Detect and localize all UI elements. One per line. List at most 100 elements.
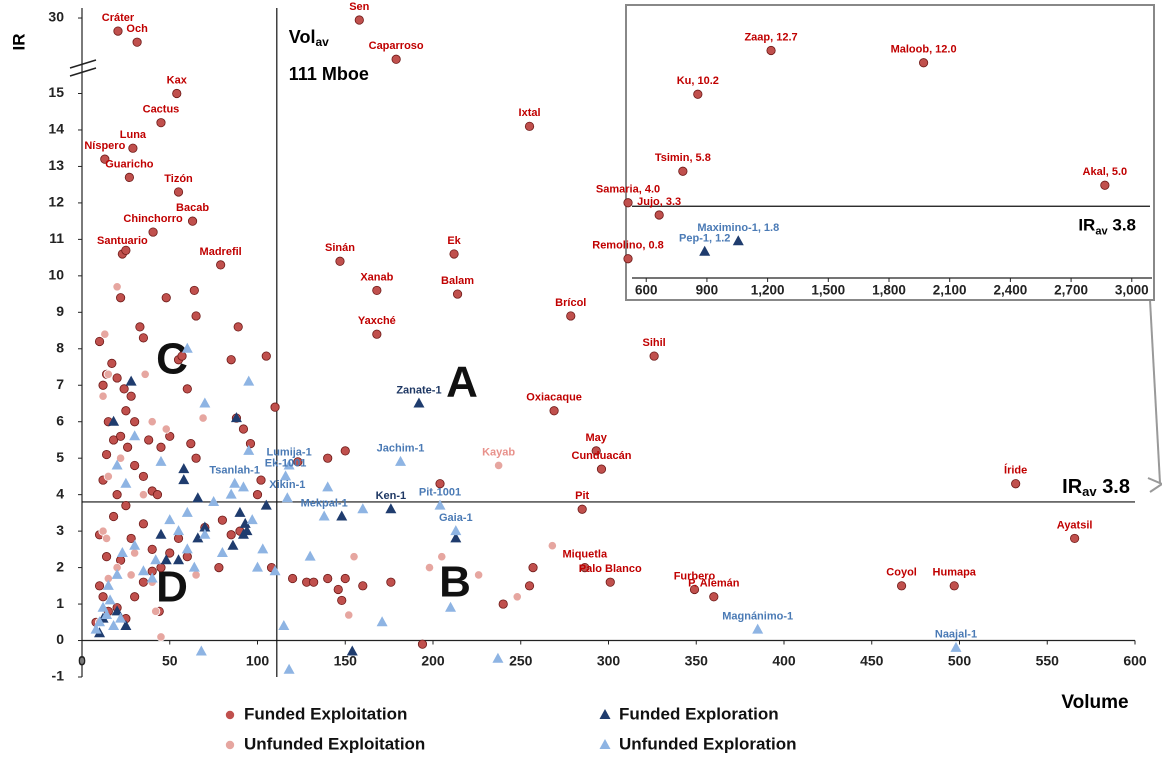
triangle-marker [243,375,255,386]
circle-marker [138,471,149,482]
triangle-marker [188,561,200,572]
y-tick-label: 2 [56,558,64,574]
point-label: Caparroso [369,40,424,52]
average-value: 3.8 [1112,216,1136,235]
x-tick-label: 300 [597,653,621,669]
triangle-marker [199,521,211,532]
point-label: Remolino, 0.8 [592,240,664,252]
triangle-marker [225,488,237,499]
y-tick-label: 4 [56,485,64,501]
triangle-marker [150,554,162,565]
circle-marker [103,369,113,379]
circle-marker [252,490,263,500]
point-label: Sihil [643,337,666,349]
average-label: IRav 3.8 [1062,476,1130,499]
triangle-marker [146,572,158,583]
point-label: Yaxché [358,315,396,327]
triangle-marker [199,397,211,408]
triangle-marker [269,565,281,576]
circle-marker [116,293,126,303]
triangle-marker [129,539,141,550]
point-label: Sen [349,1,369,13]
connector-arrow [1147,477,1162,493]
point-label: Magnánimo-1 [722,610,793,622]
circle-marker [135,322,145,332]
circle-marker [498,599,508,609]
x-tick-label: 100 [246,653,270,669]
circle-marker [287,573,298,584]
triangle-marker [237,481,249,492]
inset-x-tick-label: 1,500 [811,283,845,298]
circle-marker [177,351,187,361]
circle-marker [138,490,149,500]
inset-x-tick-label: 600 [635,283,658,298]
triangle-marker [243,444,255,455]
circle-marker [323,453,333,463]
circle-marker [121,406,131,416]
vol-subscript: av [315,35,329,49]
triangle-marker [950,641,962,652]
circle-marker [918,58,929,68]
triangle-marker [129,430,141,441]
point-label: Cráter [102,12,135,24]
point-label: Brícol [555,297,586,309]
triangle-marker [318,510,330,521]
y-tick-label: 14 [48,121,64,137]
quadrant-label: A [446,358,478,407]
circle-marker [524,121,535,131]
x-tick-label: 0 [78,653,86,669]
point-label: Jujo, 3.3 [637,196,681,208]
circle-marker [173,533,184,544]
circle-marker [98,526,108,536]
triangle-marker [239,517,251,528]
point-label: Zaap, 12.7 [744,31,797,43]
point-label: Tsimin, 5.8 [655,152,711,164]
circle-marker [577,504,587,514]
inset-x-tick-label: 3,000 [1115,283,1149,298]
circle-marker [130,592,140,602]
triangle-marker [104,594,116,605]
circle-marker [113,26,123,36]
circle-marker [182,384,192,394]
quadrant-label: B [439,558,471,607]
circle-marker [524,581,535,591]
inset-x-tick-label: 1,800 [872,283,906,298]
triangle-marker [97,601,109,612]
circle-marker [649,351,659,361]
triangle-marker [164,514,176,525]
triangle-marker [178,463,190,474]
circle-marker [354,15,364,25]
circle-marker [140,369,150,379]
y-tick-label: 12 [48,194,64,210]
y-tick-label: -1 [52,668,65,684]
circle-marker [107,358,117,368]
circle-marker [130,417,140,427]
triangle-marker [181,506,193,517]
y-tick-label: 9 [56,303,64,319]
circle-marker [147,544,157,554]
point-label: Kax [167,74,188,86]
circle-marker [605,577,615,587]
circle-marker [335,256,345,266]
circle-marker [138,333,149,343]
y-tick-label: 11 [49,230,64,246]
circle-marker [340,573,350,584]
circle-marker [191,570,201,580]
circle-marker [372,285,382,296]
circle-marker [340,446,350,456]
circle-marker [165,548,175,558]
point-label: Balam [441,275,474,287]
triangle-marker [115,612,127,623]
circle-marker [121,500,131,511]
circle-marker [112,373,122,383]
average-name: IR [1062,476,1083,498]
circle-marker [435,479,445,489]
circle-marker [217,515,227,525]
triangle-marker [102,579,114,590]
connector-line [1149,299,1161,484]
circle-marker [108,511,119,522]
circle-marker [128,143,138,153]
point-label: Xikin-1 [269,479,305,491]
triangle-marker [181,543,193,554]
circle-marker [358,581,368,591]
